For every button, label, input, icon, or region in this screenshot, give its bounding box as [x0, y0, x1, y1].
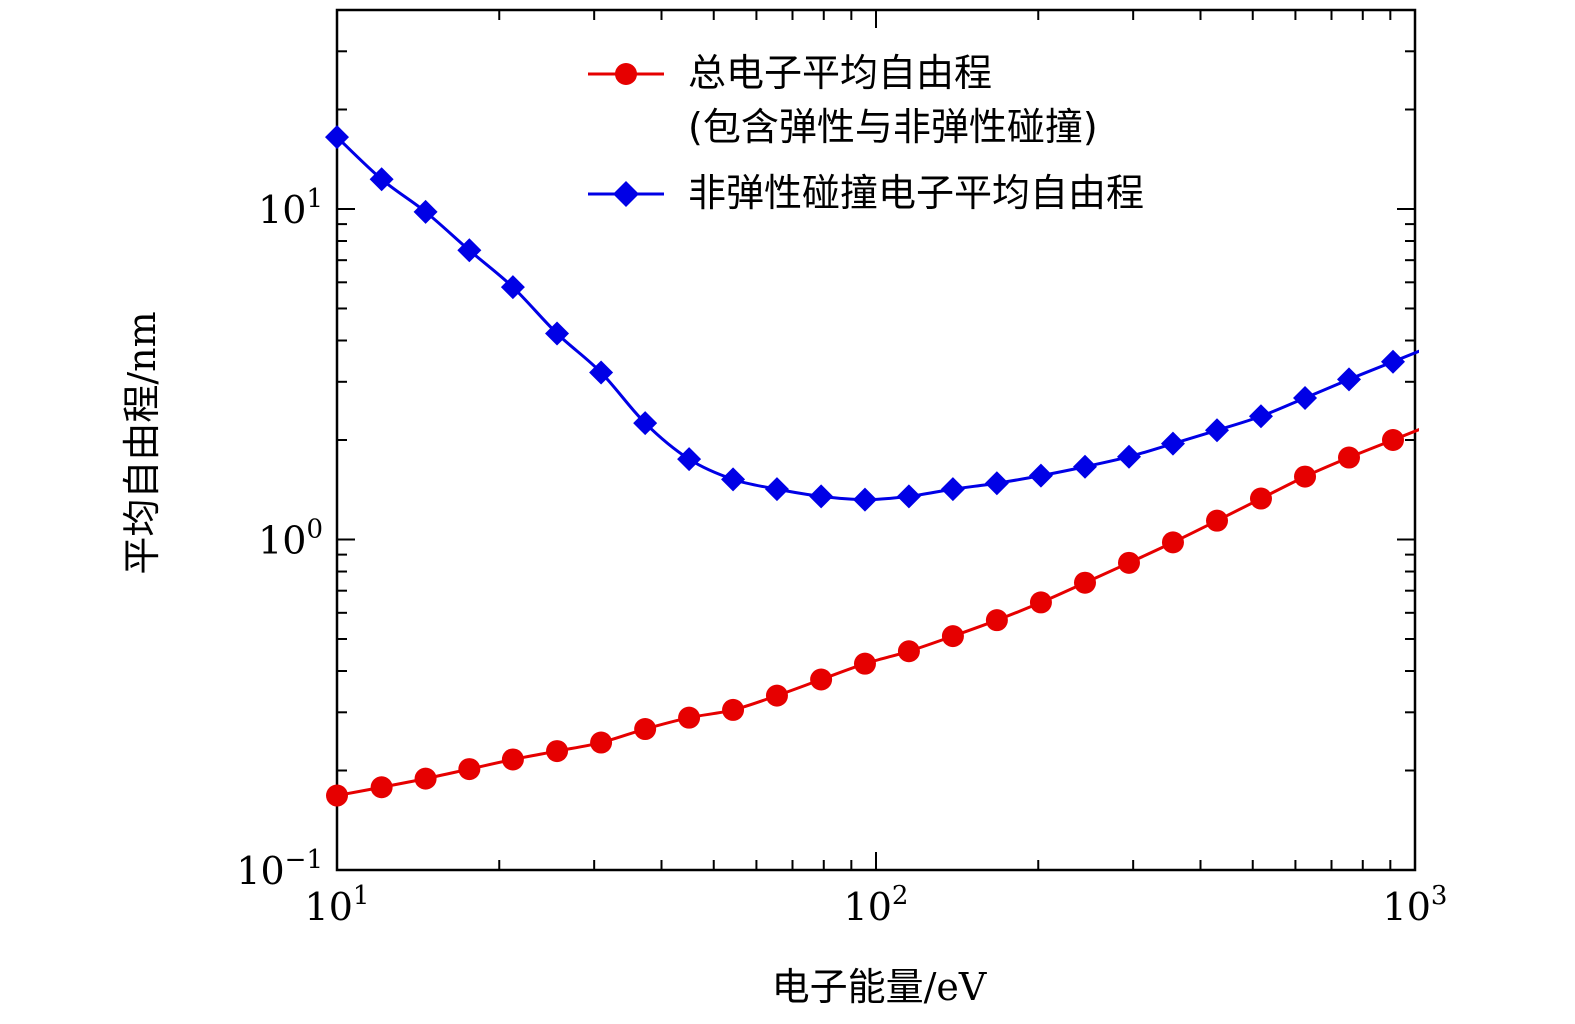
data-point-diamond	[1160, 431, 1185, 456]
data-point-diamond	[1336, 367, 1361, 392]
data-point-diamond	[1248, 404, 1273, 429]
legend-label-total-note: (包含弹性与非弹性碰撞)	[688, 105, 1098, 149]
series-layer	[340, 137, 1419, 797]
data-point-circle	[546, 740, 569, 763]
y-tick-label: 101	[258, 184, 323, 232]
y-tick-label: 100	[258, 514, 323, 562]
x-tick-label: 102	[844, 881, 909, 929]
data-point-circle	[765, 684, 788, 707]
data-point-diamond	[896, 484, 921, 509]
data-point-diamond	[721, 467, 746, 492]
data-point-circle	[1294, 465, 1317, 488]
legend-label-inelastic: 非弹性碰撞电子平均自由程	[688, 171, 1144, 215]
series-line-0	[340, 428, 1419, 797]
legend-marker-total	[615, 63, 637, 85]
data-point-circle	[1161, 531, 1184, 554]
data-point-circle	[897, 640, 920, 663]
data-point-diamond	[633, 411, 658, 436]
y-tick-label: 10−1	[236, 845, 323, 893]
data-point-diamond	[589, 360, 614, 385]
data-point-circle	[634, 718, 657, 741]
data-point-circle	[853, 652, 876, 675]
data-point-diamond	[809, 484, 834, 509]
data-point-diamond	[1028, 463, 1053, 488]
data-point-diamond	[1072, 454, 1097, 479]
data-point-diamond	[852, 487, 877, 512]
data-point-diamond	[325, 125, 349, 150]
data-point-circle	[1337, 446, 1360, 469]
data-point-diamond	[1381, 349, 1406, 374]
data-point-circle	[414, 767, 437, 790]
data-point-circle	[370, 776, 393, 799]
x-axis-title: 电子能量/eV	[772, 965, 987, 1009]
data-point-diamond	[457, 238, 482, 263]
data-point-circle	[985, 609, 1008, 632]
data-point-diamond	[1293, 385, 1318, 410]
data-point-circle	[458, 758, 481, 781]
data-point-diamond	[1205, 418, 1230, 443]
data-point-diamond	[940, 477, 965, 502]
y-axis-title: 平均自由程/nm	[120, 311, 164, 574]
legend: 总电子平均自由程 (包含弹性与非弹性碰撞) 非弹性碰撞电子平均自由程	[588, 51, 1144, 215]
data-point-diamond	[369, 167, 394, 192]
data-point-circle	[810, 668, 833, 691]
data-point-diamond	[764, 477, 789, 502]
data-point-circle	[590, 731, 613, 754]
data-point-circle	[1382, 429, 1405, 451]
data-point-circle	[326, 784, 348, 807]
data-point-diamond	[1116, 444, 1141, 469]
data-point-circle	[941, 625, 964, 648]
data-point-circle	[678, 706, 701, 729]
data-point-circle	[1117, 551, 1140, 574]
data-point-circle	[1073, 571, 1096, 594]
data-point-diamond	[413, 199, 438, 224]
x-tick-label: 103	[1383, 881, 1448, 929]
marker-layer	[325, 125, 1406, 807]
data-point-circle	[1206, 509, 1229, 532]
data-point-circle	[722, 698, 745, 721]
data-point-circle	[1249, 487, 1272, 510]
data-point-circle	[501, 748, 524, 771]
x-tick-label: 101	[305, 881, 370, 929]
legend-label-total: 总电子平均自由程	[688, 51, 992, 95]
axes: 101 102 103 10−1 100 101	[236, 8, 1448, 929]
data-point-diamond	[984, 471, 1009, 496]
data-point-diamond	[677, 447, 702, 472]
data-point-diamond	[500, 275, 525, 300]
data-point-diamond	[545, 321, 570, 346]
legend-marker-inelastic	[613, 181, 639, 207]
data-point-circle	[1029, 591, 1052, 614]
